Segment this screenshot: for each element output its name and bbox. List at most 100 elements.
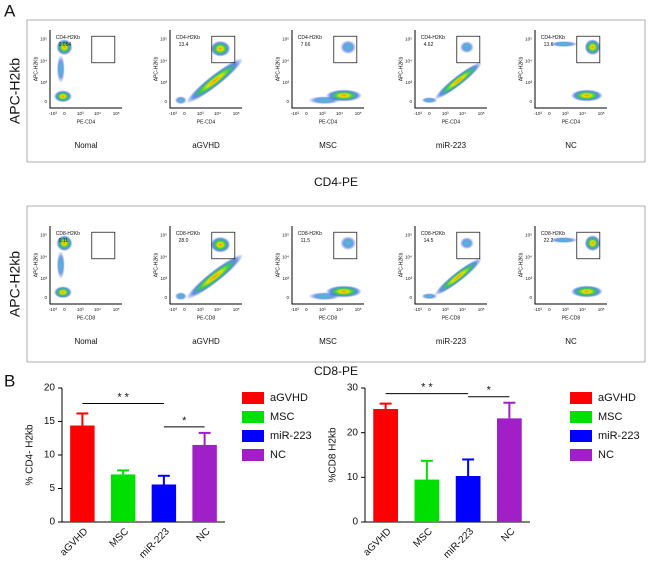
cell-population <box>421 293 438 300</box>
x-tick-label: 0 <box>305 307 308 312</box>
y-tick-label: 0 <box>286 99 289 104</box>
plot-axes <box>414 226 487 305</box>
gate <box>91 231 116 260</box>
x-tick-label: -10³ <box>291 307 300 312</box>
y-tick-label: 10⁵ <box>40 233 47 238</box>
significance-label: * <box>182 415 187 427</box>
cell-population <box>584 235 601 252</box>
x-tick-label: 10³ <box>197 111 204 116</box>
legend-label: MSC <box>598 411 623 423</box>
bar <box>373 408 398 522</box>
plot-axes <box>414 30 487 109</box>
x-tick-label: 10³ <box>319 307 326 312</box>
significance-label: * <box>487 385 492 397</box>
sample-label: miR-223 <box>436 141 467 150</box>
sample-label: aGVHD <box>192 337 220 346</box>
x-tick-label: 10³ <box>197 307 204 312</box>
sample-label: aGVHD <box>192 141 220 150</box>
y-tick-label: 10⁴ <box>282 58 289 63</box>
x-tick-label: -10³ <box>414 111 423 116</box>
y-tick-label: 10⁴ <box>525 254 532 259</box>
y-tick-label: 10⁵ <box>40 37 47 42</box>
gate <box>211 35 236 64</box>
cell-population <box>308 292 341 301</box>
y-tick-label: 10⁴ <box>405 58 412 63</box>
plot-y-title: APC-H2Kb <box>33 57 39 82</box>
gate-value: 7.66 <box>301 42 311 48</box>
y-tick-label: 0 <box>286 295 289 300</box>
cell-population <box>53 90 72 103</box>
plot-y-title: APC-H2Kb <box>153 57 159 82</box>
y-tick-label: 10⁵ <box>525 233 532 238</box>
plot-y-title: APC-H2Kb <box>518 57 524 82</box>
y-tick-label: 30 <box>347 383 359 394</box>
y-tick-label: 10⁵ <box>525 37 532 42</box>
gate-label: CD8-H2Kb <box>56 231 80 237</box>
sample-label: Nomal <box>74 141 97 150</box>
y-tick-label: 0 <box>409 295 412 300</box>
x-tick-label: 0 <box>183 111 186 116</box>
plot-y-title: APC-H2Kb <box>275 57 281 82</box>
gate-label: CD8-H2Kb <box>176 231 200 237</box>
cell-population <box>549 237 578 244</box>
x-tick-label: 10⁵ <box>233 111 240 116</box>
gate <box>576 231 601 260</box>
bar <box>455 475 481 522</box>
x-tick-label: 10⁵ <box>478 111 485 116</box>
cell-population <box>434 61 483 100</box>
cell-population <box>459 41 474 54</box>
y-tick-label: 10⁵ <box>160 37 167 42</box>
cell-population <box>186 58 244 104</box>
cell-population <box>570 285 603 298</box>
y-tick-label: 10⁵ <box>282 37 289 42</box>
plot-y-title: APC-H2Kb <box>398 57 404 82</box>
x-tick-label: 10⁵ <box>233 307 240 312</box>
x-tick-label: 10³ <box>442 307 449 312</box>
y-tick-label: 0 <box>49 517 55 528</box>
bar <box>70 425 95 522</box>
cell-population <box>210 40 231 57</box>
legend-swatch <box>570 449 592 461</box>
gate <box>456 35 481 64</box>
y-tick-label: 10 <box>44 450 56 461</box>
plot-axes <box>169 226 242 305</box>
x-tick-label: -10³ <box>534 307 543 312</box>
sample-label: MSC <box>319 337 337 346</box>
y-tick-label: 0 <box>164 99 167 104</box>
x-tick-label: NC <box>499 526 517 544</box>
bar <box>497 418 522 522</box>
y-tick-label: 0 <box>529 295 532 300</box>
cell-population <box>340 40 357 55</box>
plot-x-title: PE-CD4 <box>442 119 461 125</box>
y-tick-label: 10³ <box>40 276 47 281</box>
gate <box>333 35 358 64</box>
x-tick-label: 10⁵ <box>355 307 362 312</box>
y-tick-label: 10⁴ <box>160 254 167 259</box>
x-tick-label: -10³ <box>534 111 543 116</box>
y-tick-label: 10⁴ <box>40 58 47 63</box>
significance-label: * * <box>117 391 129 403</box>
x-tick-label: -10³ <box>291 111 300 116</box>
x-tick-label: 10⁵ <box>478 307 485 312</box>
gate-value: 13.4 <box>179 42 189 48</box>
sample-label: Nomal <box>74 337 97 346</box>
gate-label: CD4-H2Kb <box>56 35 80 41</box>
legend-label: aGVHD <box>270 392 308 404</box>
y-tick-label: 10⁵ <box>160 233 167 238</box>
gate <box>576 35 601 64</box>
bar <box>151 484 177 522</box>
legend-swatch <box>242 392 264 404</box>
sample-label: NC <box>565 337 577 346</box>
x-tick-label: 10³ <box>77 307 84 312</box>
x-tick-label: 0 <box>183 307 186 312</box>
y-axis-title: % CD4- H2kb <box>25 424 36 486</box>
y-tick-label: 10⁴ <box>282 254 289 259</box>
x-tick-label: MSC <box>411 526 435 550</box>
gate-label: CD4-H2Kb <box>176 35 200 41</box>
x-tick-label: 0 <box>63 111 66 116</box>
x-axis-title: CD4-PE <box>314 175 358 189</box>
